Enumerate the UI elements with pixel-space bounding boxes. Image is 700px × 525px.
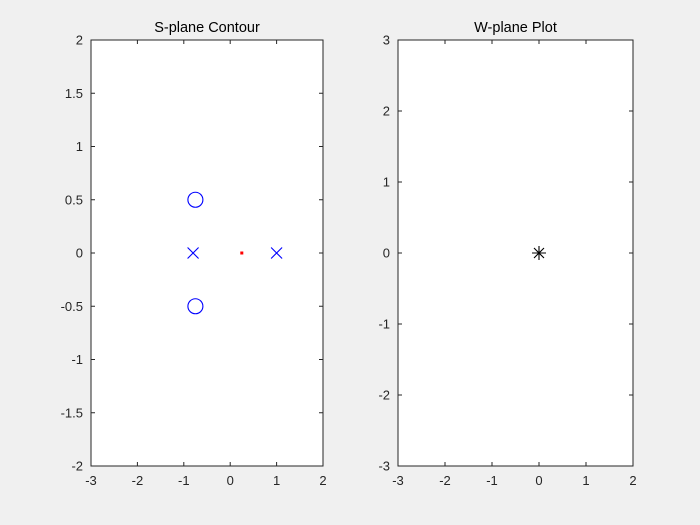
y-tick-label: 2	[383, 104, 390, 119]
plot-area	[90, 39, 324, 467]
y-tick-label: 0	[383, 246, 390, 261]
y-tick-label: 2	[76, 33, 83, 48]
zero-marker	[187, 298, 204, 315]
y-tick-label: -2	[378, 388, 390, 403]
y-tick-label: 1	[76, 139, 83, 154]
y-tick-label: 0.5	[65, 192, 83, 207]
mapped-point-marker	[532, 246, 546, 260]
y-tick-label: -3	[378, 459, 390, 474]
x-tick-label: -1	[486, 473, 498, 488]
y-tick-label: -1	[71, 352, 83, 367]
s-plane-axes: S-plane Contour -3 -2 -1 0 1 2-2-1.5-1-0.500.…	[61, 20, 327, 488]
contour-point	[240, 251, 244, 255]
x-tick-label: -2	[132, 473, 144, 488]
w-plane-axes: W-plane Plot -3 -2 -1 0 1 2 -3 -2 -1 0 1 2 3	[378, 20, 636, 488]
x-tick-label: 1	[582, 473, 589, 488]
plot-area	[397, 39, 634, 467]
x-tick-label: 1	[273, 473, 280, 488]
y-tick-label: 0	[76, 246, 83, 261]
y-tick-label: -1	[378, 317, 390, 332]
x-tick-label: 0	[227, 473, 234, 488]
x-tick-label: 0	[535, 473, 542, 488]
w-plane-title: W-plane Plot	[474, 20, 557, 36]
x-tick-label: 2	[319, 473, 326, 488]
zero-marker	[187, 191, 204, 208]
y-tick-label: -0.5	[61, 299, 83, 314]
pole-marker	[187, 247, 199, 259]
x-tick-label: -3	[85, 473, 97, 488]
y-tick-label: 1	[383, 175, 390, 190]
x-tick-label: 2	[629, 473, 636, 488]
y-tick-label: -2	[71, 459, 83, 474]
x-tick-label: -1	[178, 473, 190, 488]
y-tick-label: -1.5	[61, 405, 83, 420]
y-tick-label: 1.5	[65, 86, 83, 101]
y-tick-label: 3	[383, 33, 390, 48]
x-tick-label: -2	[439, 473, 451, 488]
pole-marker	[270, 247, 283, 259]
x-tick-label: -3	[392, 473, 404, 488]
s-plane-title: S-plane Contour	[154, 20, 260, 36]
